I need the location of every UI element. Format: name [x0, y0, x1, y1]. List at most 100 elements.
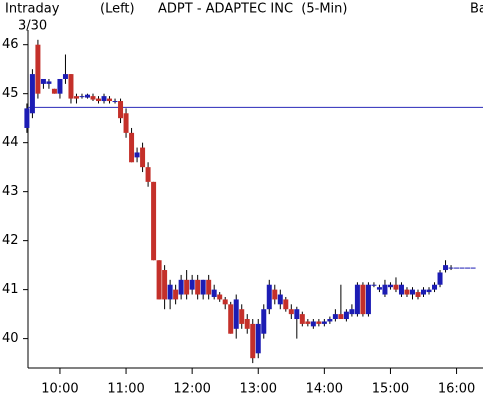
- candle-body: [393, 284, 399, 290]
- candle-body: [73, 96, 79, 99]
- candle-body: [255, 323, 261, 354]
- candle-body: [454, 267, 460, 269]
- x-tick-label: 12:00: [173, 382, 210, 397]
- period-label: Intraday: [5, 2, 60, 17]
- candle-body: [112, 101, 118, 103]
- candle-body: [437, 272, 443, 285]
- candle-body: [90, 96, 96, 100]
- candle-body: [349, 309, 355, 315]
- candle-body: [62, 74, 68, 79]
- candle-body: [189, 279, 195, 290]
- x-tick-label: 16:00: [438, 382, 475, 397]
- candle-body: [156, 260, 162, 300]
- candle-body: [101, 96, 107, 102]
- candle-body: [184, 279, 190, 295]
- candle-body: [123, 113, 129, 133]
- candle-body: [167, 284, 173, 300]
- candle-body: [266, 284, 272, 310]
- candle-body: [84, 94, 90, 98]
- candle-body: [145, 167, 151, 182]
- candle-body: [305, 321, 311, 324]
- candle-body: [79, 96, 85, 98]
- candle-body: [272, 289, 278, 300]
- candle-body: [327, 319, 333, 322]
- candle-body: [35, 44, 41, 94]
- x-tick-label: 13:00: [240, 382, 277, 397]
- cut-text: Ba: [470, 2, 483, 17]
- y-tick-label: 42: [2, 233, 19, 248]
- candle-body: [365, 284, 371, 315]
- candle-body: [321, 321, 327, 324]
- candle-body: [57, 78, 63, 94]
- x-tick-label: 11:00: [107, 382, 144, 397]
- y-tick-label: 41: [2, 282, 19, 297]
- candle-body: [51, 88, 57, 94]
- x-tick-label: 14:00: [306, 382, 343, 397]
- candle-body: [261, 309, 267, 334]
- candle-body: [233, 299, 239, 329]
- candle-body: [288, 309, 294, 315]
- candle-body: [29, 74, 35, 114]
- candle-body: [151, 181, 157, 261]
- candle-body: [228, 304, 234, 334]
- candle-body: [382, 284, 388, 295]
- candle-body: [316, 321, 322, 324]
- candle-body: [162, 270, 168, 300]
- candle-body: [244, 319, 250, 329]
- candle-body: [277, 294, 283, 305]
- candle-body: [206, 279, 212, 295]
- candle-body: [178, 279, 184, 295]
- candle-body: [343, 311, 349, 320]
- candle-body: [426, 289, 432, 293]
- candle-body: [24, 108, 30, 128]
- candle-body: [376, 287, 382, 290]
- candle-body: [421, 289, 427, 295]
- candle-body: [338, 314, 344, 320]
- candle-body: [96, 98, 102, 102]
- candle-body: [46, 81, 52, 84]
- candle-body: [404, 289, 410, 295]
- candle-body: [360, 284, 366, 315]
- candle-body: [398, 284, 404, 295]
- candle-body: [250, 323, 256, 359]
- candle-body: [354, 284, 360, 315]
- x-tick-label: 10:00: [41, 382, 78, 397]
- candle-body: [310, 321, 316, 327]
- candle-body: [217, 294, 223, 300]
- candle-body: [371, 284, 377, 286]
- candle-body: [200, 279, 206, 295]
- candle-body: [448, 267, 454, 269]
- candle-body: [107, 98, 113, 102]
- candle-body: [239, 309, 245, 324]
- candle-body: [459, 267, 465, 269]
- candle-body: [129, 132, 135, 163]
- chart-title: ADPT - ADAPTEC INC (5-Min): [158, 2, 347, 17]
- candle-body: [118, 101, 124, 119]
- candle-body: [294, 309, 300, 320]
- candle-body: [283, 299, 289, 310]
- candle-body: [415, 292, 421, 297]
- candle-body: [40, 78, 46, 84]
- y-tick-label: 46: [2, 37, 19, 52]
- candle-body: [470, 267, 476, 269]
- y-tick-label: 44: [2, 135, 19, 150]
- y-tick-label: 43: [2, 184, 19, 199]
- candle-body: [299, 314, 305, 324]
- y-tick-label: 45: [2, 86, 19, 101]
- x-tick-label: 15:00: [372, 382, 409, 397]
- candle-body: [432, 284, 438, 290]
- candle-body: [211, 289, 217, 297]
- candle-body: [173, 289, 179, 300]
- candle-body: [465, 267, 471, 269]
- candle-body: [387, 284, 393, 288]
- candle-body: [68, 74, 74, 99]
- candle-body: [332, 314, 338, 320]
- y-tick-label: 40: [2, 331, 19, 346]
- candle-body: [195, 279, 201, 295]
- candle-body: [443, 265, 449, 271]
- candle-body: [222, 299, 228, 305]
- candle-body: [140, 147, 146, 168]
- axis-side-label: (Left): [100, 2, 135, 17]
- date-label: 3/30: [18, 19, 47, 34]
